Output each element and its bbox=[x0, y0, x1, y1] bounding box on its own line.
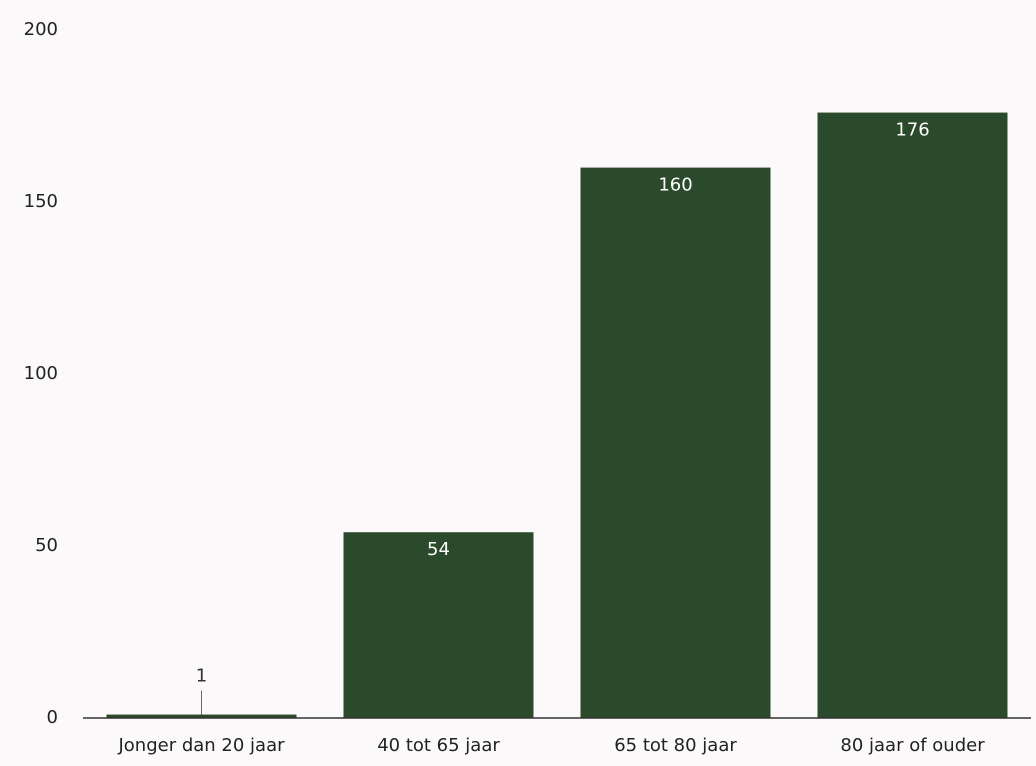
bar bbox=[343, 532, 534, 718]
value-label: 176 bbox=[895, 120, 929, 141]
value-label: 160 bbox=[658, 175, 692, 196]
y-tick-label: 150 bbox=[24, 191, 58, 212]
x-tick-label: 40 tot 65 jaar bbox=[377, 735, 500, 756]
bar bbox=[817, 112, 1008, 718]
value-label: 1 bbox=[196, 666, 207, 687]
x-tick-label: 65 tot 80 jaar bbox=[614, 735, 737, 756]
bar bbox=[580, 167, 771, 719]
x-tick-label: Jonger dan 20 jaar bbox=[117, 735, 285, 756]
y-tick-label: 200 bbox=[24, 19, 58, 40]
y-tick-label: 0 bbox=[47, 707, 58, 728]
bar bbox=[106, 714, 297, 718]
y-tick-label: 100 bbox=[24, 363, 58, 384]
value-label: 54 bbox=[427, 539, 450, 560]
x-tick-label: 80 jaar of ouder bbox=[840, 735, 985, 756]
y-tick-label: 50 bbox=[35, 535, 58, 556]
